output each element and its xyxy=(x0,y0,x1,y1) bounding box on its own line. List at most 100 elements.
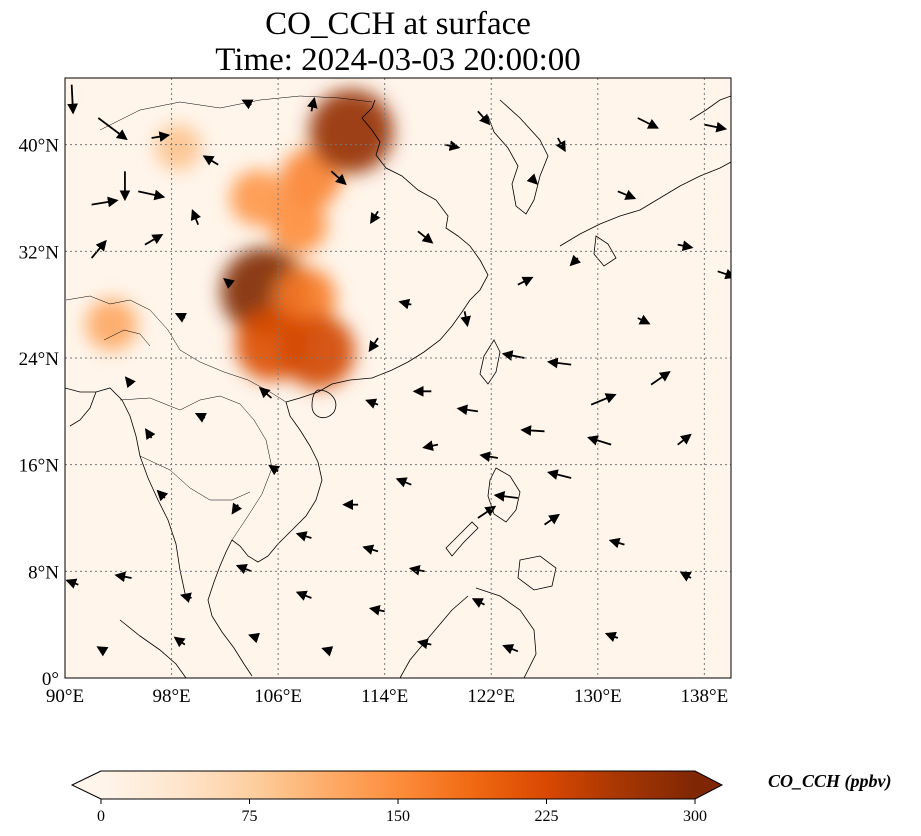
wind-arrow xyxy=(173,636,186,648)
lat-tick-label: 0° xyxy=(42,669,59,690)
co-plume xyxy=(85,298,138,351)
colorbar-ticks: 0 75 150 225 300 xyxy=(97,799,707,825)
map-title: CO_CCH at surface xyxy=(265,6,531,42)
colorbar-tick-label: 300 xyxy=(683,808,707,825)
wind-arrow xyxy=(91,196,119,208)
co-plume xyxy=(155,124,202,171)
wind-arrow xyxy=(295,590,312,601)
wind-arrow xyxy=(456,404,479,416)
wind-arrow xyxy=(587,435,612,446)
colorbar-extend-max xyxy=(695,771,722,799)
colorbar-tick-label: 225 xyxy=(535,808,559,825)
lon-tick-label: 138°E xyxy=(681,686,729,707)
coastline-sri-lanka-bay xyxy=(69,391,97,427)
country-borders xyxy=(65,95,373,541)
wind-arrow xyxy=(90,239,107,259)
wind-arrow xyxy=(679,571,692,582)
colorbar-tick-label: 150 xyxy=(386,808,410,825)
wind-arrow xyxy=(67,84,79,115)
coastlines xyxy=(65,95,731,678)
wind-arrow xyxy=(677,240,694,251)
coastline-andaman xyxy=(65,387,187,599)
wind-arrow xyxy=(477,505,497,519)
co-concentration-field xyxy=(85,89,394,389)
wind-arrow xyxy=(321,646,334,657)
lon-tick-label: 98°E xyxy=(152,686,190,707)
wind-arrow xyxy=(526,173,539,185)
wind-arrow xyxy=(190,208,201,226)
wind-arrow xyxy=(114,571,132,583)
lon-tick-label: 122°E xyxy=(467,686,515,707)
wind-arrow xyxy=(194,412,207,423)
wind-arrow xyxy=(65,578,79,589)
colorbar-tick-label: 75 xyxy=(242,808,258,825)
coastline-borneo xyxy=(399,587,537,678)
longitude-tick-labels: 90°E 98°E 106°E 114°E 122°E 130°E 138°E xyxy=(46,686,728,707)
wind-arrow xyxy=(479,451,499,463)
wind-arrow xyxy=(268,464,281,476)
coastline-hainan xyxy=(311,389,337,419)
wind-arrow xyxy=(544,513,560,526)
coastline-sumatra xyxy=(119,619,187,678)
wind-arrow xyxy=(590,393,617,406)
wind-vectors xyxy=(65,84,731,657)
coastline-kyushu xyxy=(593,235,617,267)
map-frame xyxy=(64,77,732,679)
wind-arrow xyxy=(258,387,273,399)
wind-arrow xyxy=(241,99,254,110)
lat-tick-label: 8°N xyxy=(28,562,59,583)
wind-arrow xyxy=(330,170,347,186)
coastline-china-east xyxy=(285,99,489,403)
wind-arrow xyxy=(501,350,525,361)
wind-arrow xyxy=(156,489,169,502)
wind-arrow xyxy=(235,564,252,575)
wind-arrow xyxy=(617,189,637,200)
wind-arrow xyxy=(569,254,582,267)
co-plume xyxy=(281,314,356,389)
wind-arrow xyxy=(637,314,651,325)
wind-arrow xyxy=(608,537,625,549)
coastline-korea xyxy=(487,99,549,215)
colorbar-extend-min xyxy=(72,771,101,799)
wind-arrow xyxy=(370,210,381,225)
lon-tick-label: 130°E xyxy=(574,686,622,707)
wind-arrow xyxy=(368,337,380,353)
wind-arrow xyxy=(223,277,235,289)
wind-arrow xyxy=(202,155,219,166)
coastline-japan-north xyxy=(689,95,731,121)
colorbar: 0 75 150 225 300 CO_CCH (ppbv) xyxy=(70,770,892,825)
map-time: Time: 2024-03-03 20:00:00 xyxy=(215,42,581,78)
lon-tick-label: 114°E xyxy=(361,686,408,707)
wind-arrow xyxy=(637,117,659,129)
wind-arrow xyxy=(368,605,385,616)
wind-arrow xyxy=(417,230,434,244)
wind-arrow xyxy=(144,428,156,441)
wind-arrow xyxy=(502,644,519,655)
lat-tick-label: 32°N xyxy=(19,242,60,263)
wind-arrow xyxy=(365,398,379,409)
wind-arrow xyxy=(174,312,187,323)
wind-arrow xyxy=(144,233,164,246)
map-background xyxy=(65,78,731,678)
wind-arrow xyxy=(477,110,491,126)
wind-arrow xyxy=(97,117,128,141)
wind-arrow xyxy=(604,631,619,643)
coastline-gulf-tonkin xyxy=(267,401,323,557)
wind-arrow xyxy=(460,311,471,328)
wind-arrow xyxy=(151,131,171,143)
coastline-mindanao xyxy=(517,555,557,591)
wind-arrow xyxy=(362,544,379,555)
coastline-taiwan xyxy=(479,339,501,385)
co-plume xyxy=(230,170,287,226)
wind-arrow xyxy=(124,376,136,389)
coastline-gulf-thailand xyxy=(207,539,269,677)
wind-arrow xyxy=(546,357,572,369)
wind-arrow xyxy=(138,189,166,201)
wind-arrow xyxy=(398,298,412,310)
wind-arrow xyxy=(306,96,318,112)
wind-arrow xyxy=(650,371,671,386)
wind-arrow xyxy=(248,632,260,644)
lat-tick-label: 40°N xyxy=(19,136,60,157)
wind-arrow xyxy=(295,531,312,542)
